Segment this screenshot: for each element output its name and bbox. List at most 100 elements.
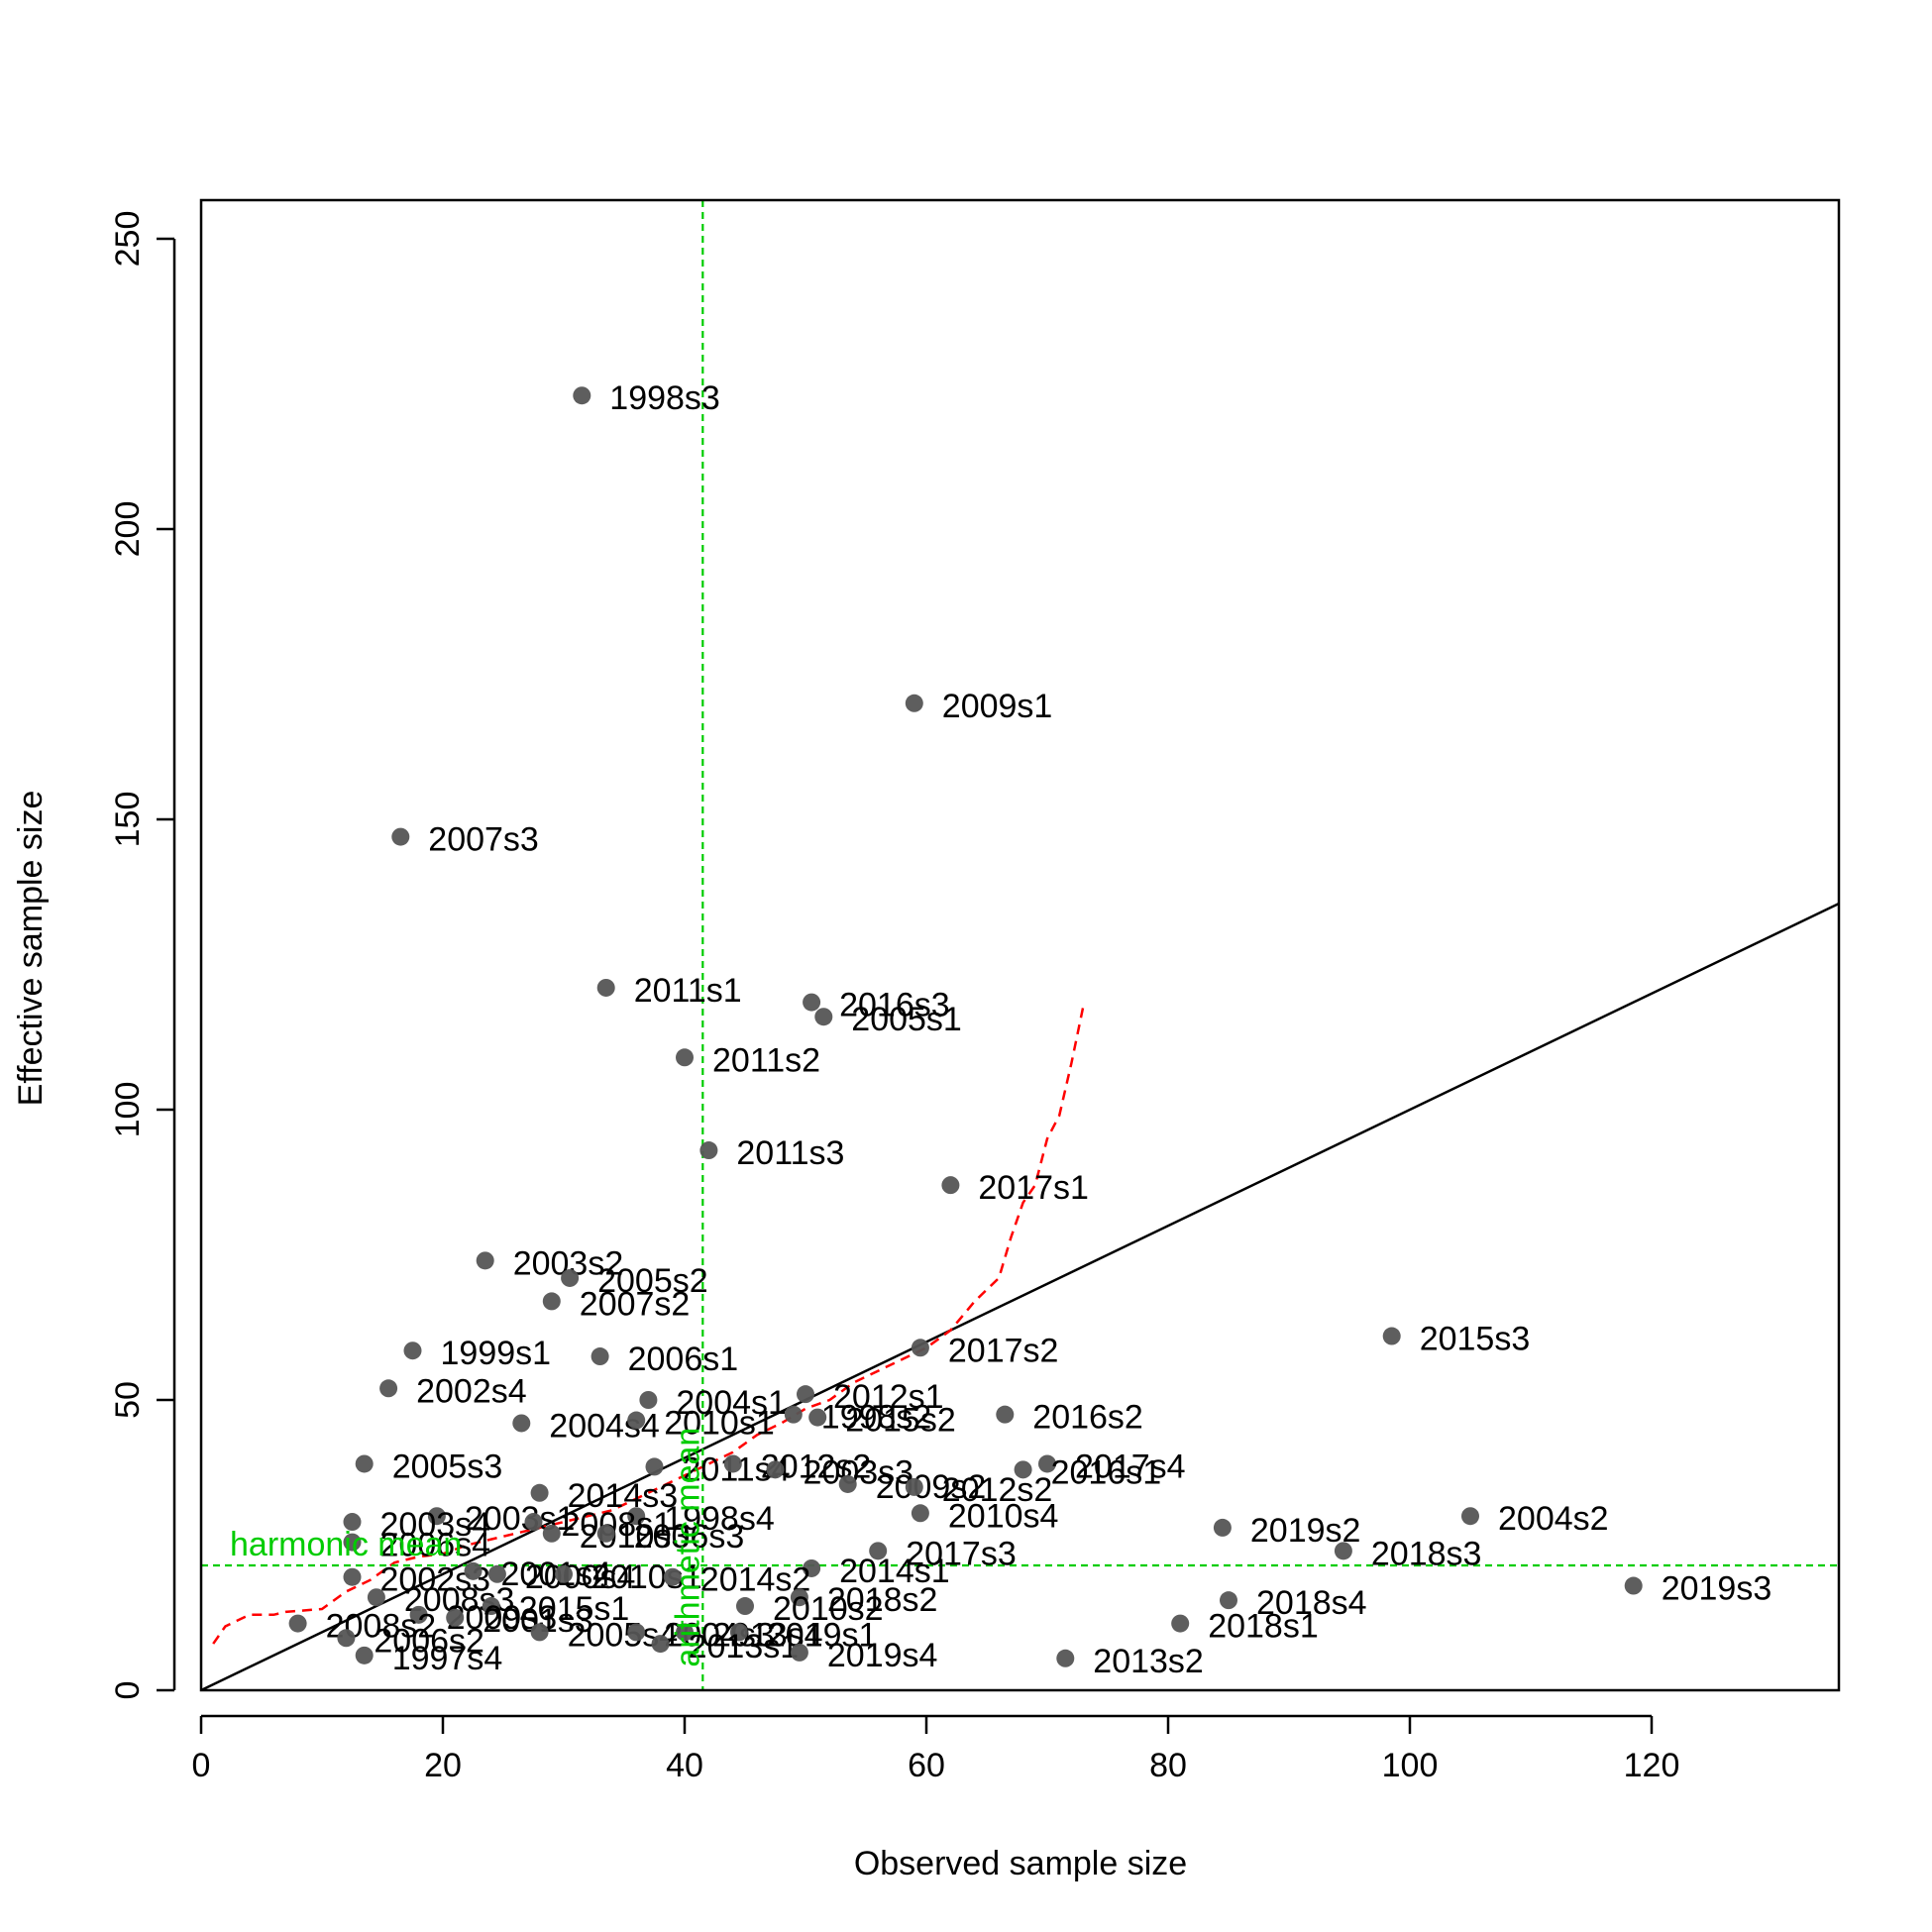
point-label: 2012s2 bbox=[942, 1471, 1053, 1509]
data-point bbox=[524, 1513, 543, 1532]
point-label: 2017s1 bbox=[978, 1169, 1089, 1207]
data-point bbox=[512, 1414, 531, 1433]
data-point bbox=[1056, 1649, 1075, 1667]
data-point bbox=[343, 1567, 362, 1586]
data-point bbox=[790, 1643, 808, 1662]
data-point bbox=[409, 1605, 428, 1624]
point-label: 2000s4 bbox=[525, 1558, 636, 1596]
point-label: 2019s4 bbox=[827, 1637, 938, 1674]
data-point bbox=[996, 1405, 1015, 1424]
data-point bbox=[542, 1524, 561, 1543]
data-point bbox=[1220, 1591, 1237, 1610]
x-tick-label: 60 bbox=[908, 1747, 945, 1784]
y-tick-label: 150 bbox=[109, 792, 147, 848]
point-label: 2015s3 bbox=[1420, 1321, 1531, 1358]
data-point bbox=[803, 1558, 821, 1577]
data-point bbox=[343, 1533, 362, 1552]
data-point bbox=[784, 1405, 803, 1424]
point-label: 2013s2 bbox=[1093, 1643, 1204, 1680]
data-point bbox=[639, 1391, 658, 1409]
point-label: 2006s4 bbox=[380, 1527, 491, 1564]
point-label: 2011s2 bbox=[712, 1041, 820, 1079]
point-label: 2011s3 bbox=[736, 1134, 844, 1172]
point-label: 2005s2 bbox=[597, 1262, 708, 1300]
point-label: 2010s1 bbox=[591, 1558, 702, 1596]
point-label: 2011s1 bbox=[634, 972, 742, 1010]
data-point bbox=[561, 1268, 580, 1287]
point-label: 2008s1 bbox=[562, 1506, 673, 1544]
point-label: 1999s1 bbox=[441, 1335, 552, 1372]
data-point bbox=[766, 1460, 785, 1479]
data-point bbox=[427, 1507, 446, 1526]
data-point bbox=[699, 1141, 718, 1160]
point-label: 2004s2 bbox=[1498, 1500, 1609, 1538]
data-point bbox=[869, 1542, 888, 1560]
data-point bbox=[729, 1623, 748, 1642]
data-point bbox=[590, 1347, 609, 1366]
x-tick-label: 100 bbox=[1382, 1747, 1439, 1784]
data-point bbox=[355, 1454, 374, 1473]
data-point bbox=[596, 978, 615, 997]
point-label: 2015s2 bbox=[845, 1402, 956, 1440]
y-tick-label: 250 bbox=[109, 211, 147, 268]
data-point bbox=[1213, 1518, 1232, 1537]
x-tick-label: 0 bbox=[192, 1747, 211, 1784]
point-label: 2004s1 bbox=[676, 1384, 787, 1422]
point-label: 1997s4 bbox=[392, 1640, 503, 1677]
point-label: 2017s2 bbox=[948, 1332, 1059, 1369]
y-tick-label: 0 bbox=[109, 1681, 147, 1700]
point-label: 2007s2 bbox=[580, 1285, 691, 1323]
data-point bbox=[1624, 1576, 1643, 1595]
point-label: 2009s1 bbox=[942, 688, 1053, 725]
point-label: 2017s4 bbox=[1075, 1448, 1186, 1485]
data-point bbox=[596, 1524, 615, 1543]
data-point bbox=[803, 993, 821, 1012]
data-point bbox=[288, 1614, 307, 1633]
data-point bbox=[337, 1629, 356, 1648]
point-label: 2018s1 bbox=[1208, 1608, 1319, 1646]
data-point bbox=[482, 1597, 500, 1616]
data-point bbox=[797, 1385, 814, 1404]
harmonic-mean-label: harmonic mean bbox=[230, 1526, 462, 1563]
point-label: 2006s1 bbox=[628, 1341, 739, 1378]
data-point bbox=[367, 1588, 385, 1607]
point-label: 2016s2 bbox=[1032, 1399, 1143, 1437]
data-point bbox=[1171, 1614, 1190, 1633]
y-tick-label: 200 bbox=[109, 501, 147, 558]
data-point bbox=[1014, 1460, 1032, 1479]
data-point bbox=[379, 1379, 398, 1398]
identity-line bbox=[201, 902, 1839, 1690]
y-tick-label: 100 bbox=[109, 1082, 147, 1138]
point-label: 2017s3 bbox=[906, 1535, 1017, 1572]
point-label: 2004s4 bbox=[549, 1407, 660, 1445]
point-label: 2014s1 bbox=[839, 1553, 950, 1590]
point-label: 2003s4 bbox=[380, 1506, 491, 1544]
data-point bbox=[573, 386, 591, 405]
point-label: 2013s1 bbox=[689, 1628, 800, 1665]
data-point bbox=[941, 1176, 960, 1195]
point-label: 2018s3 bbox=[1371, 1535, 1482, 1572]
data-point bbox=[790, 1588, 808, 1607]
point-label: 2015s1 bbox=[519, 1590, 630, 1628]
data-point bbox=[736, 1597, 754, 1616]
data-point bbox=[627, 1411, 646, 1430]
data-point bbox=[838, 1474, 857, 1493]
point-label: 2010s2 bbox=[773, 1590, 884, 1628]
data-point bbox=[627, 1623, 646, 1642]
data-point bbox=[530, 1623, 549, 1642]
data-point bbox=[464, 1561, 483, 1580]
point-label: 2016s1 bbox=[1051, 1453, 1162, 1491]
data-point bbox=[905, 1477, 923, 1496]
data-point bbox=[651, 1635, 670, 1654]
data-point bbox=[1038, 1454, 1056, 1473]
data-point bbox=[676, 1623, 694, 1642]
data-point bbox=[487, 1564, 506, 1583]
data-point bbox=[1334, 1542, 1352, 1560]
point-label: 2005s3 bbox=[392, 1448, 503, 1485]
data-point bbox=[911, 1339, 929, 1357]
point-label: 2010s1 bbox=[664, 1405, 775, 1443]
point-label: 1998s2 bbox=[821, 1399, 932, 1437]
data-point bbox=[391, 827, 410, 846]
plot-border bbox=[199, 198, 1841, 1692]
